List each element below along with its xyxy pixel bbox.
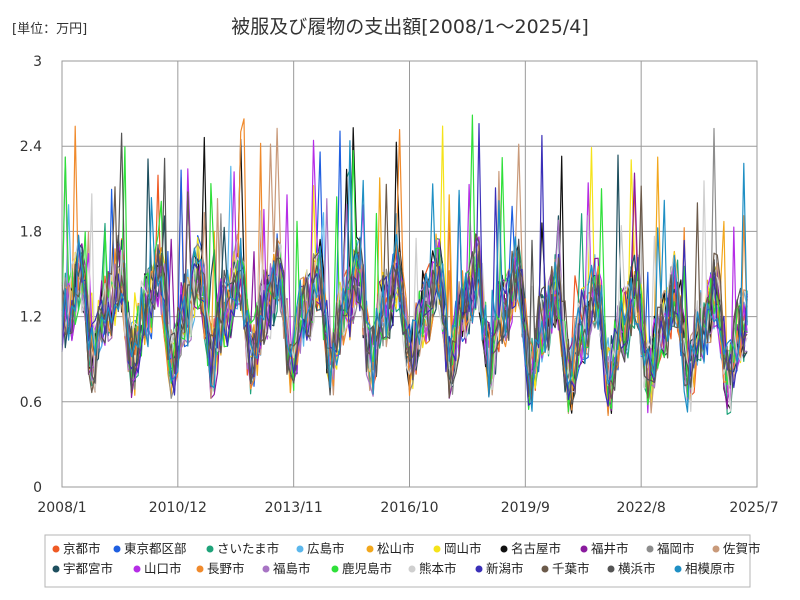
legend-entry: 宇都宮市: [63, 561, 113, 576]
legend-marker: [52, 545, 60, 553]
legend-entry: 名古屋市: [511, 541, 561, 556]
legend-marker: [366, 545, 374, 553]
legend-marker: [712, 545, 720, 553]
legend-marker: [607, 565, 615, 573]
legend-marker: [500, 545, 508, 553]
legend-marker: [646, 545, 654, 553]
legend-marker: [133, 565, 141, 573]
legend-marker: [433, 545, 441, 553]
x-tick-label: 2025/7: [729, 500, 778, 516]
legend-marker: [674, 565, 682, 573]
unit-label: [単位：万円]: [12, 21, 87, 37]
legend-marker: [408, 565, 416, 573]
x-tick-label: 2008/1: [37, 500, 86, 516]
legend-entry: 福岡市: [657, 541, 695, 556]
legend-box: [44, 534, 751, 588]
x-tick-label: 2019/9: [501, 500, 550, 516]
legend-entry: 熊本市: [419, 561, 457, 576]
y-tick-label: 0.6: [20, 395, 42, 411]
x-tick-label: 2010/12: [149, 500, 207, 516]
legend-marker: [541, 565, 549, 573]
x-tick-label: 2013/11: [265, 500, 323, 516]
legend-marker: [296, 545, 304, 553]
legend-entry: 横浜市: [618, 561, 656, 576]
y-axis: 0 0.6 1.2 1.8 2.4 3: [20, 54, 42, 496]
y-tick-label: 3: [33, 54, 42, 70]
x-tick-label: 2016/10: [380, 500, 438, 516]
y-tick-label: 0: [33, 480, 42, 496]
legend-entry: 相模原市: [685, 561, 735, 576]
legend-marker: [196, 565, 204, 573]
legend-entry: 広島市: [307, 541, 345, 556]
series-lines: [61, 114, 748, 417]
legend-marker: [262, 565, 270, 573]
legend-entry: 鹿児島市: [342, 561, 392, 576]
legend-marker: [580, 545, 588, 553]
series-line: [61, 140, 748, 413]
legend-entry: 千葉市: [552, 561, 590, 576]
legend-marker: [206, 545, 214, 553]
y-tick-label: 1.2: [20, 310, 42, 326]
legend-marker: [113, 545, 121, 553]
legend-entry: 佐賀市: [723, 541, 761, 556]
x-axis: 2008/1 2010/12 2013/11 2016/10 2019/9 2022/8 2…: [37, 500, 778, 516]
y-tick-label: 2.4: [20, 139, 42, 155]
legend-entry: 福井市: [591, 541, 629, 556]
legend-entry: 東京都区部: [124, 541, 187, 556]
plot-frame: [61, 60, 758, 488]
legend-entry: 松山市: [377, 541, 415, 556]
legend-entry: 福島市: [273, 561, 311, 576]
x-tick-label: 2022/8: [617, 500, 666, 516]
legend-entry: 京都市: [63, 541, 101, 556]
chart-title: 被服及び履物の支出額[2008/1～2025/4]: [231, 16, 589, 38]
legend-entry: さいたま市: [217, 541, 279, 556]
legend-marker: [475, 565, 483, 573]
legend-entry: 岡山市: [444, 541, 482, 556]
legend-marker: [52, 565, 60, 573]
legend-marker: [331, 565, 339, 573]
y-tick-label: 1.8: [20, 224, 42, 240]
legend-entry: 長野市: [207, 561, 245, 576]
legend-entry: 山口市: [144, 561, 182, 576]
legend-entry: 新潟市: [486, 561, 524, 576]
